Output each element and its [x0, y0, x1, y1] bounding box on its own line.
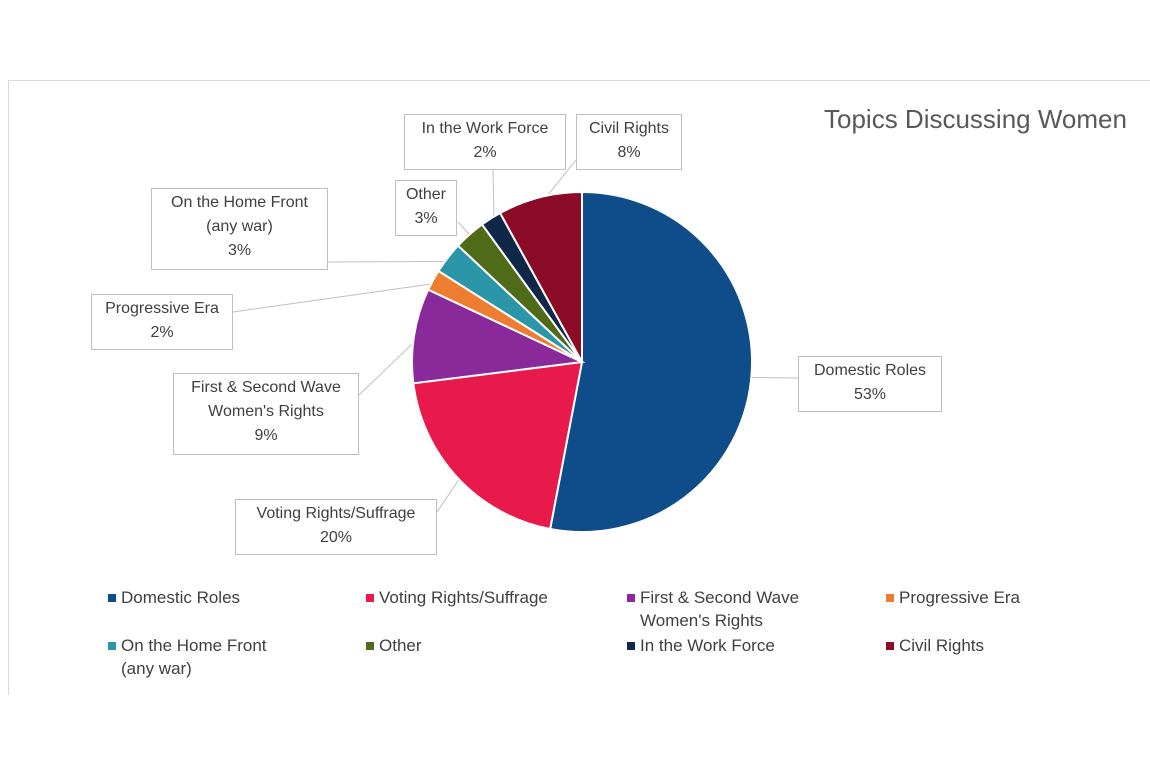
- leader-line-2: [358, 335, 421, 396]
- leader-line-1: [436, 473, 463, 513]
- data-label-3: Progressive Era 2%: [91, 294, 233, 350]
- data-label-percent: 20%: [319, 529, 353, 546]
- data-label-percent: 53%: [853, 386, 887, 403]
- leader-line-4: [327, 260, 453, 263]
- legend-label: On the Home Front (any war): [121, 636, 267, 678]
- legend-item-4: On the Home Front (any war): [108, 634, 267, 680]
- legend-swatch: [108, 594, 116, 602]
- leader-line-3: [232, 282, 439, 313]
- legend-label: Other: [379, 636, 422, 655]
- legend-label: Civil Rights: [899, 636, 985, 655]
- data-label-2: First & Second Wave Women's Rights 9%: [173, 373, 359, 455]
- leader-line-0: [745, 376, 799, 379]
- legend-swatch: [627, 642, 635, 650]
- legend-swatch: [108, 642, 116, 650]
- legend-item-5: Other: [366, 634, 422, 657]
- data-label-name: First & Second Wave Women's Rights: [191, 379, 341, 420]
- legend-item-1: Voting Rights/Suffrage: [366, 586, 548, 609]
- data-label-0: Domestic Roles 53%: [798, 356, 942, 412]
- legend-swatch: [886, 594, 894, 602]
- data-label-name: Other: [405, 186, 446, 203]
- legend-item-7: Civil Rights: [886, 634, 985, 657]
- data-label-name: In the Work Force: [421, 120, 549, 137]
- legend-item-6: In the Work Force: [627, 634, 775, 657]
- legend-item-3: Progressive Era: [886, 586, 1020, 609]
- data-label-5: Other 3%: [395, 180, 457, 236]
- pie-slice-0: [548, 190, 753, 533]
- legend-swatch: [886, 642, 894, 650]
- data-label-4: On the Home Front (any war) 3%: [151, 188, 328, 270]
- leader-line-6: [492, 169, 495, 224]
- legend-swatch: [627, 594, 635, 602]
- data-label-name: Civil Rights: [588, 120, 669, 137]
- legend-item-2: First & Second Wave Women's Rights: [627, 586, 800, 632]
- data-label-percent: 3%: [227, 242, 252, 259]
- pie-slice-1: [412, 360, 584, 531]
- data-label-name: On the Home Front (any war): [171, 194, 308, 235]
- legend-label: Domestic Roles: [121, 588, 241, 607]
- data-label-percent: 8%: [617, 144, 641, 161]
- legend-label: First & Second Wave Women's Rights: [640, 588, 800, 630]
- data-label-percent: 3%: [414, 210, 438, 227]
- data-label-percent: 2%: [150, 324, 174, 341]
- legend-swatch: [366, 594, 374, 602]
- legend-label: Progressive Era: [899, 588, 1020, 607]
- data-label-7: Civil Rights 8%: [576, 114, 682, 170]
- data-label-name: Progressive Era: [105, 300, 219, 317]
- pie-slice-2: [411, 288, 586, 385]
- legend-label: Voting Rights/Suffrage: [379, 588, 548, 607]
- legend-swatch: [366, 642, 374, 650]
- pie-slice-7: [498, 190, 583, 363]
- legend-item-0: Domestic Roles: [108, 586, 241, 609]
- data-label-percent: 9%: [254, 427, 278, 444]
- legend-label: In the Work Force: [640, 636, 775, 655]
- data-label-name: Voting Rights/Suffrage: [256, 505, 416, 522]
- data-label-percent: 2%: [473, 144, 497, 161]
- chart-legend: Domestic Roles Voting Rights/Suffrage Firs…: [100, 586, 1100, 686]
- data-label-name: Domestic Roles: [813, 362, 927, 379]
- data-label-1: Voting Rights/Suffrage 20%: [235, 499, 437, 555]
- chart-title: Topics Discussing Women: [824, 104, 1127, 134]
- data-label-6: In the Work Force 2%: [404, 114, 566, 170]
